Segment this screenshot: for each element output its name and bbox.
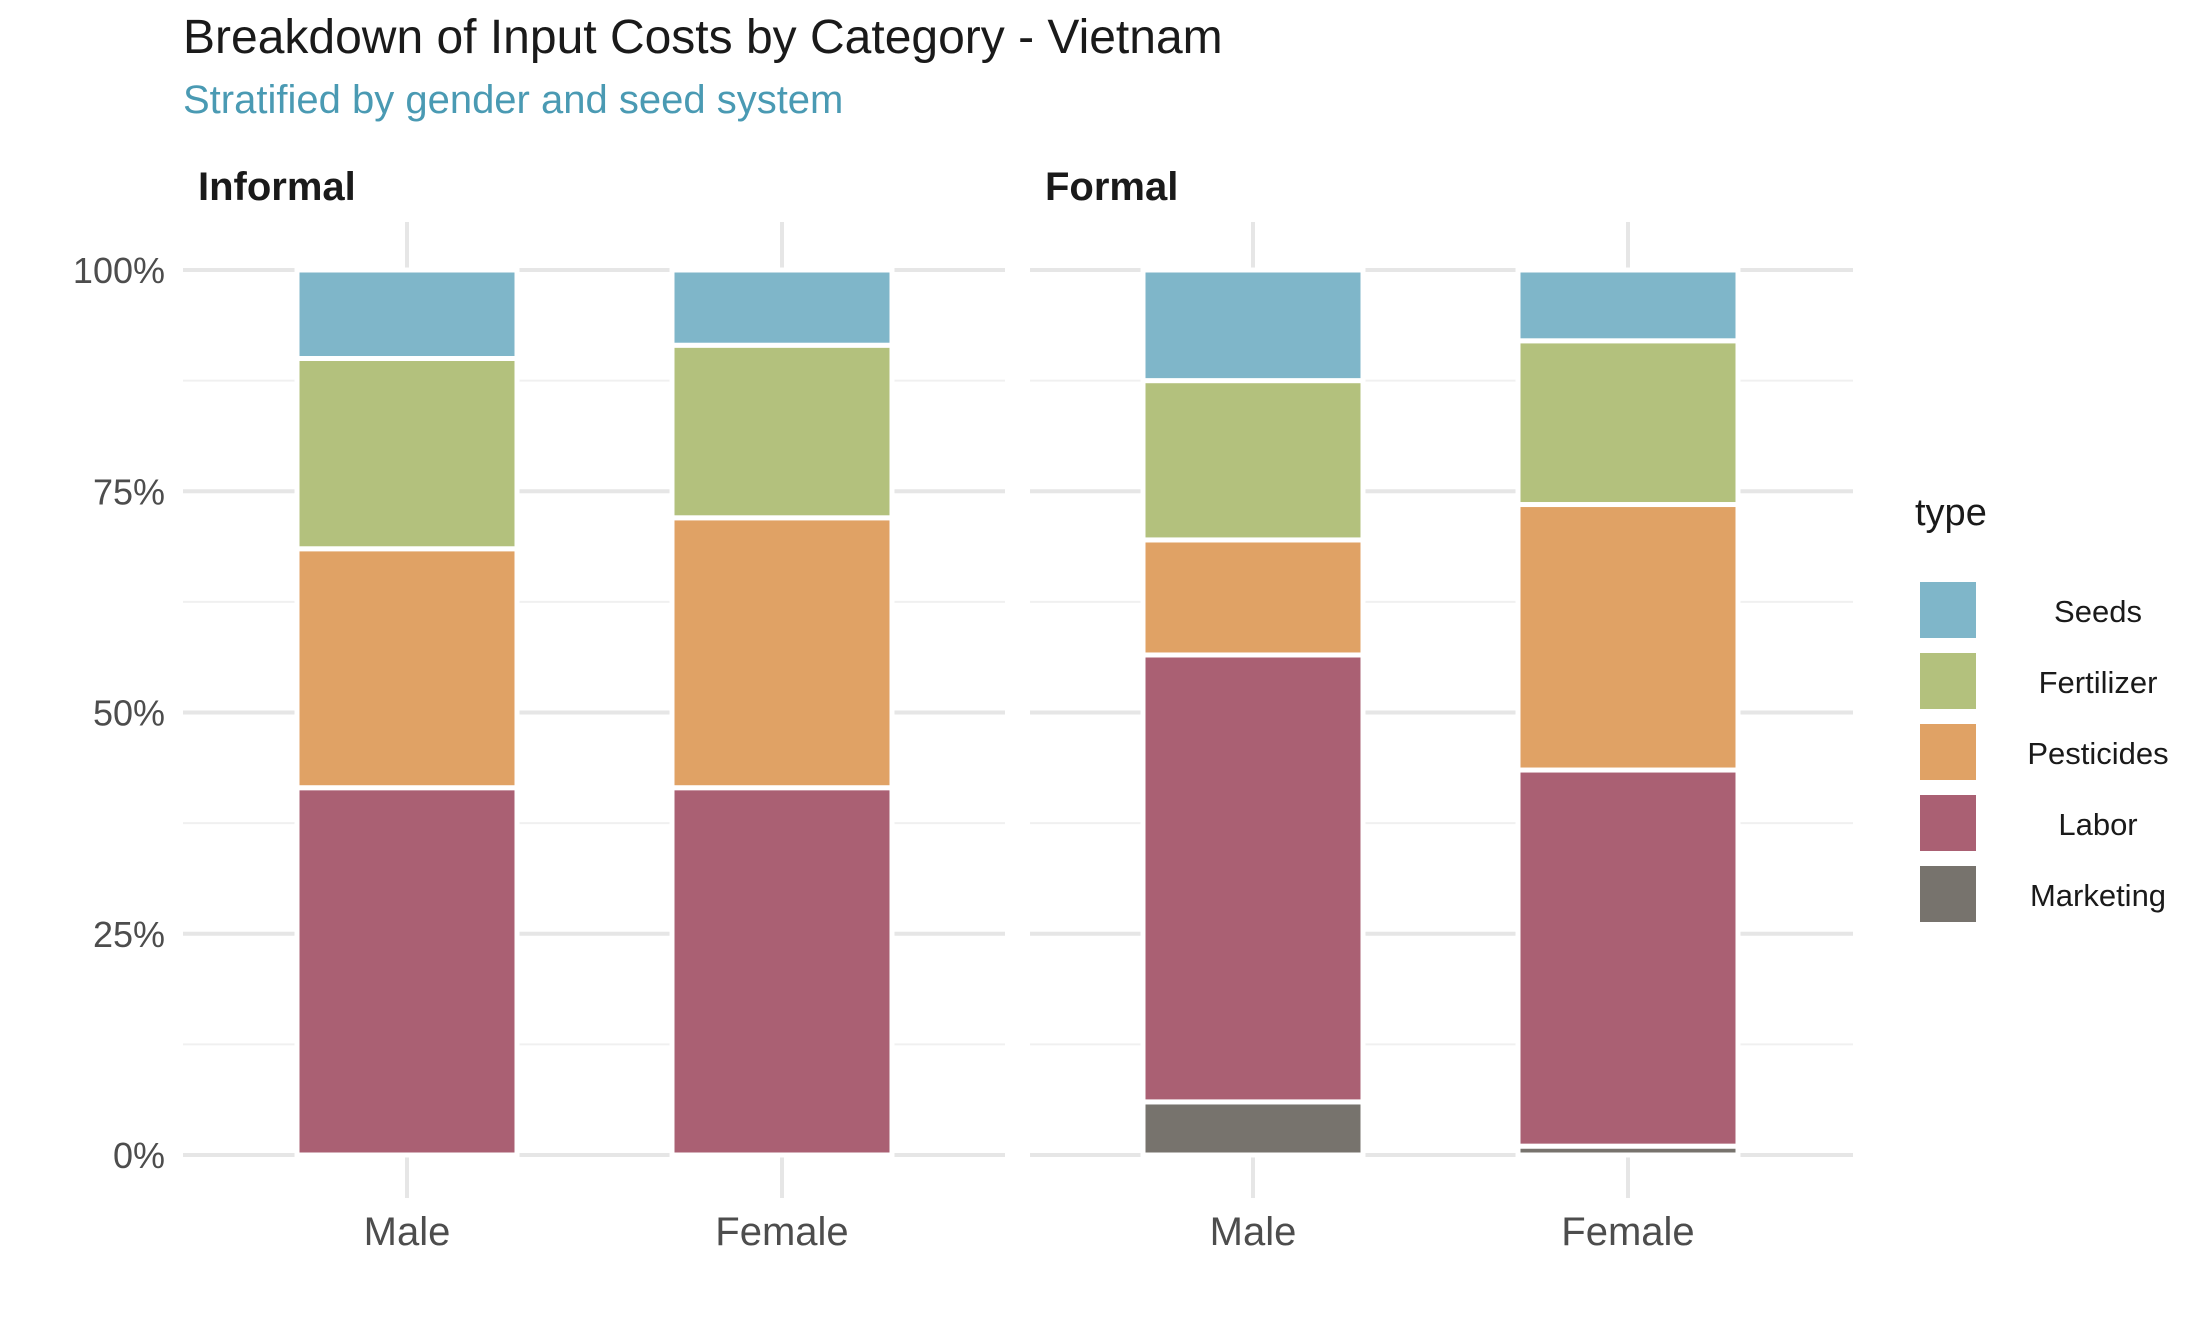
bar-labor — [1515, 767, 1741, 1149]
legend-label: Marketing — [2030, 878, 2166, 913]
legend-swatch — [1920, 724, 1976, 780]
bar-seeds — [1515, 267, 1741, 344]
facet-label: Informal — [198, 165, 356, 209]
y-tick-label: 75% — [93, 471, 165, 512]
legend-label: Fertilizer — [2039, 665, 2158, 700]
legend-label: Seeds — [2054, 594, 2142, 629]
x-tick-label: Male — [1210, 1210, 1297, 1254]
bar-fertilizer — [1515, 338, 1741, 508]
facet-label: Formal — [1045, 165, 1178, 209]
y-tick-label: 25% — [93, 914, 165, 955]
x-tick-label: Male — [364, 1210, 451, 1254]
legend-title: type — [1915, 492, 1987, 534]
bar-pesticides — [669, 515, 895, 791]
y-tick-label: 100% — [73, 250, 165, 291]
legend-label: Pesticides — [2027, 736, 2168, 771]
bar-fertilizer — [1140, 378, 1366, 543]
bar-pesticides — [1515, 502, 1741, 773]
legend-label: Labor — [2058, 807, 2137, 842]
bar-marketing — [1140, 1099, 1366, 1158]
legend-swatch — [1920, 653, 1976, 709]
bar-pesticides — [294, 546, 520, 791]
bar-seeds — [294, 267, 520, 361]
bar-seeds — [1140, 267, 1366, 384]
legend-swatch — [1920, 866, 1976, 922]
bar-fertilizer — [294, 356, 520, 552]
x-tick-label: Female — [715, 1210, 848, 1254]
bar-seeds — [669, 267, 895, 348]
y-tick-label: 50% — [93, 693, 165, 734]
chart-subtitle: Stratified by gender and seed system — [183, 78, 844, 122]
bar-labor — [1140, 652, 1366, 1105]
chart-title: Breakdown of Input Costs by Category - V… — [183, 11, 1223, 64]
bar-pesticides — [1140, 537, 1366, 658]
bar-labor — [294, 785, 520, 1158]
bar-labor — [669, 785, 895, 1158]
x-tick-label: Female — [1561, 1210, 1694, 1254]
y-tick-label: 0% — [113, 1135, 165, 1176]
legend-swatch — [1920, 582, 1976, 638]
legend-swatch — [1920, 795, 1976, 851]
bar-fertilizer — [669, 342, 895, 521]
